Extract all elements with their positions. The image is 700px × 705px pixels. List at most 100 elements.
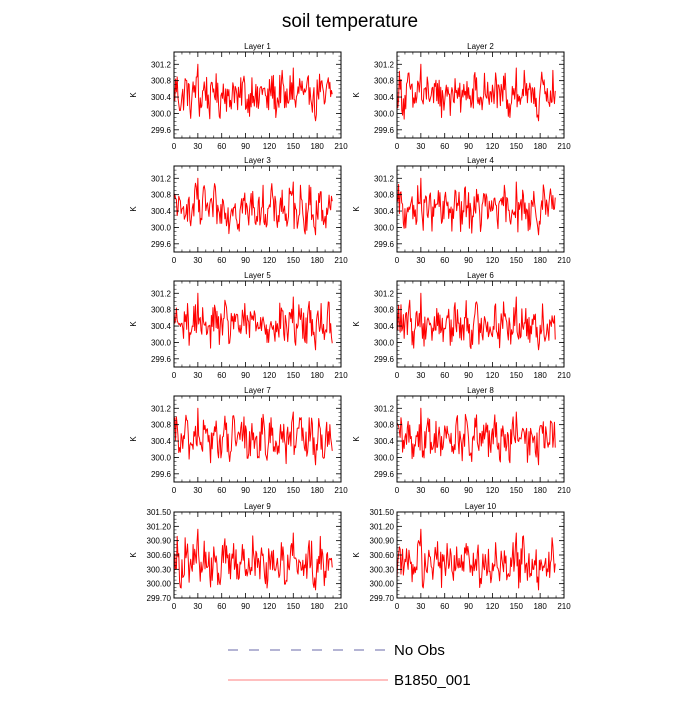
x-tick-label: 0 [395, 486, 400, 495]
x-tick-label: 180 [533, 256, 547, 265]
y-tick-label: 300.4 [374, 93, 395, 102]
panel-title: Layer 7 [244, 386, 271, 395]
series-line-1 [173, 63, 333, 122]
series-line-1 [173, 177, 333, 236]
x-tick-label: 30 [416, 256, 425, 265]
x-tick-label: 0 [395, 256, 400, 265]
y-tick-label: 300.4 [374, 207, 395, 216]
x-tick-label: 60 [217, 602, 226, 611]
y-tick-label: 299.6 [151, 240, 172, 249]
x-tick-label: 30 [416, 371, 425, 380]
x-tick-label: 30 [193, 602, 202, 611]
x-tick-label: 150 [510, 142, 524, 151]
panel-layer-10: Layer 10 0 30 60 90 120 150 180 210 299.70 300.00 3… [352, 502, 571, 611]
x-tick-label: 210 [334, 142, 348, 151]
y-tick-label: 300.30 [147, 565, 172, 574]
x-tick-label: 180 [310, 256, 324, 265]
x-tick-label: 180 [533, 602, 547, 611]
series-line-1 [396, 528, 556, 591]
x-tick-label: 120 [263, 256, 277, 265]
y-tick-label: 301.2 [374, 404, 395, 413]
series-line-1 [173, 407, 333, 466]
y-tick-label: 300.0 [374, 338, 395, 347]
panel-layer-3: Layer 3 0 30 60 90 120 150 180 210 299.6 300.0 300.… [129, 156, 348, 265]
x-tick-label: 30 [193, 256, 202, 265]
y-axis-label: K [352, 552, 361, 558]
series-line-1 [396, 292, 556, 351]
y-axis-label: K [129, 206, 138, 212]
x-tick-label: 120 [263, 602, 277, 611]
x-tick-label: 90 [241, 142, 250, 151]
y-tick-label: 299.6 [151, 126, 172, 135]
y-tick-label: 300.0 [151, 453, 172, 462]
x-tick-label: 60 [440, 142, 449, 151]
panel-title: Layer 6 [467, 271, 494, 280]
y-tick-label: 300.30 [370, 565, 395, 574]
x-tick-label: 210 [334, 602, 348, 611]
x-tick-label: 90 [241, 486, 250, 495]
y-tick-label: 301.50 [370, 508, 395, 517]
y-tick-label: 300.4 [151, 322, 172, 331]
x-tick-label: 60 [440, 256, 449, 265]
plot-frame [173, 165, 342, 253]
panel-layer-5: Layer 5 0 30 60 90 120 150 180 210 299.6 300.0 300.… [129, 271, 348, 380]
y-tick-label: 300.0 [374, 453, 395, 462]
figure-title: soil temperature [282, 11, 418, 32]
x-tick-label: 60 [217, 486, 226, 495]
panel-layer-2: Layer 2 0 30 60 90 120 150 180 210 299.6 300.0 300.… [352, 42, 571, 151]
x-tick-label: 150 [287, 486, 301, 495]
panel-layer-4: Layer 4 0 30 60 90 120 150 180 210 299.6 300.0 300.… [352, 156, 571, 265]
x-tick-label: 180 [533, 371, 547, 380]
y-tick-label: 301.20 [147, 522, 172, 531]
x-tick-label: 90 [464, 371, 473, 380]
x-tick-label: 150 [287, 256, 301, 265]
y-tick-label: 299.6 [374, 470, 395, 479]
x-tick-label: 30 [416, 602, 425, 611]
x-tick-label: 180 [310, 602, 324, 611]
y-tick-label: 300.4 [151, 93, 172, 102]
x-tick-label: 30 [416, 142, 425, 151]
series-line-1 [396, 407, 556, 466]
y-tick-label: 299.70 [370, 594, 395, 603]
panel-layer-9: Layer 9 0 30 60 90 120 150 180 210 299.70 300.00 30… [129, 502, 348, 611]
x-tick-label: 0 [172, 142, 177, 151]
y-tick-label: 299.6 [151, 470, 172, 479]
y-tick-label: 300.60 [370, 551, 395, 560]
y-tick-label: 300.60 [147, 551, 172, 560]
x-tick-label: 0 [172, 371, 177, 380]
series-line-1 [173, 528, 333, 591]
legend-label-1: No Obs [394, 642, 445, 659]
x-tick-label: 150 [287, 142, 301, 151]
y-tick-label: 300.0 [151, 223, 172, 232]
panel-title: Layer 3 [244, 156, 271, 165]
y-tick-label: 300.0 [151, 109, 172, 118]
y-tick-label: 301.50 [147, 508, 172, 517]
y-tick-label: 300.8 [374, 306, 395, 315]
y-tick-label: 300.90 [370, 537, 395, 546]
x-tick-label: 90 [241, 256, 250, 265]
x-tick-label: 0 [395, 602, 400, 611]
x-tick-label: 150 [510, 602, 524, 611]
y-tick-label: 300.90 [147, 537, 172, 546]
x-tick-label: 0 [395, 142, 400, 151]
x-tick-label: 60 [440, 486, 449, 495]
x-tick-label: 180 [533, 486, 547, 495]
y-tick-label: 300.8 [151, 191, 172, 200]
x-tick-label: 0 [172, 602, 177, 611]
x-tick-label: 210 [334, 256, 348, 265]
panel-title: Layer 2 [467, 42, 494, 51]
x-tick-label: 150 [510, 486, 524, 495]
y-tick-label: 301.2 [374, 174, 395, 183]
x-tick-label: 210 [557, 142, 571, 151]
x-tick-label: 0 [395, 371, 400, 380]
legend: No Obs B1850_001 [228, 642, 471, 689]
y-tick-label: 300.8 [151, 421, 172, 430]
x-tick-label: 120 [486, 602, 500, 611]
x-tick-label: 90 [464, 486, 473, 495]
x-tick-label: 0 [172, 256, 177, 265]
plot-frame [396, 51, 565, 139]
y-tick-label: 299.70 [147, 594, 172, 603]
x-tick-label: 150 [510, 371, 524, 380]
